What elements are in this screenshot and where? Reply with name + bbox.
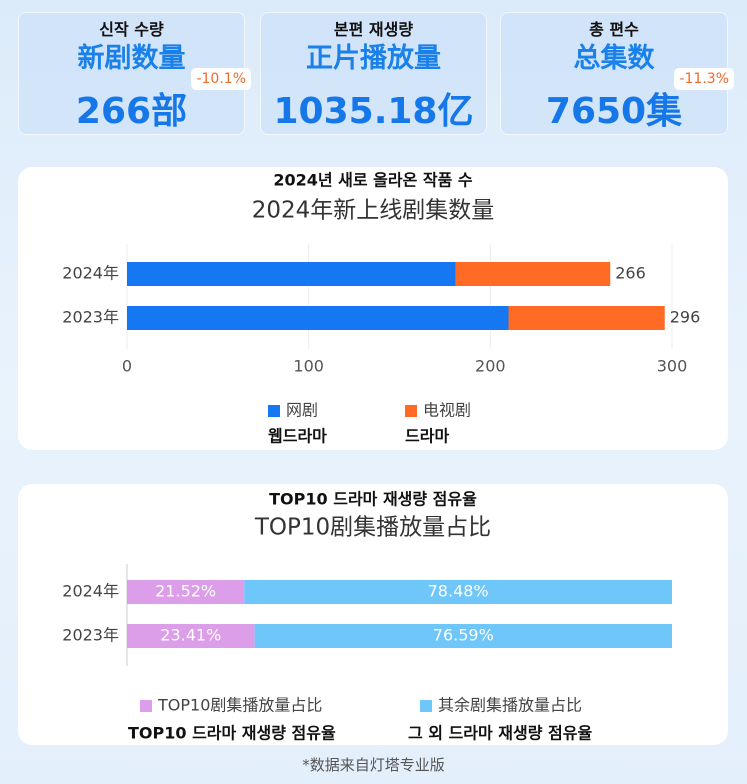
legend-label: 电视剧 (423, 401, 471, 420)
x-tick-label: 300 (657, 357, 688, 376)
bar-segment (127, 580, 245, 604)
x-tick-label: 200 (475, 357, 506, 376)
card-value: 266部 (75, 91, 188, 132)
chart-title-ko: 2024년 새로 올라온 작품 수 (273, 171, 473, 190)
y-tick-label: 2024年 (62, 264, 119, 283)
legend-swatch (405, 405, 417, 417)
legend-swatch (140, 700, 152, 712)
card-title: 正片播放量 (306, 43, 441, 74)
bar-segment (508, 306, 665, 330)
legend-label: 网剧 (286, 401, 318, 420)
legend-label: 其余剧集播放量占比 (438, 696, 582, 715)
total-label: 296 (670, 308, 701, 327)
chart-panel (18, 484, 728, 745)
legend-swatch (420, 700, 432, 712)
card-title: 新剧数量 (77, 43, 186, 74)
legend-translation: TOP10 드라마 재생량 점유율 (128, 724, 336, 743)
legend-swatch (268, 405, 280, 417)
card-label: 본편 재생량 (333, 20, 414, 39)
kpi-card: 본편 재생량 正片播放量 1035.18亿 (260, 12, 487, 135)
bar-segment (254, 624, 672, 648)
y-tick-label: 2024年 (62, 582, 119, 601)
x-tick-label: 0 (122, 357, 132, 376)
bar-segment (244, 580, 672, 604)
card-label: 신작 수량 (99, 20, 164, 39)
legend-translation: 웹드라마 (268, 427, 327, 446)
bar-segment (455, 262, 611, 286)
legend-translation: 그 외 드라마 재생량 점유율 (408, 724, 592, 743)
card-change: -10.1% (191, 68, 251, 90)
chart-title: 2024年新上线剧集数量 (252, 198, 495, 224)
chart-title: TOP10剧集播放量占比 (254, 515, 491, 541)
bar-segment (127, 624, 255, 648)
value-label: 21.52% (155, 582, 216, 601)
total-label: 266 (615, 264, 646, 283)
legend-label: TOP10剧集播放量占比 (157, 696, 322, 715)
kpi-card: 신작 수량 新剧数量 266部 -10.1% (18, 12, 251, 135)
chart-title-ko: TOP10 드라마 재생량 점유율 (269, 490, 477, 509)
value-label: 23.41% (160, 626, 221, 645)
y-tick-label: 2023年 (62, 626, 119, 645)
card-change: -11.3% (674, 68, 734, 90)
value-label: 78.48% (428, 582, 489, 601)
card-label: 총 편수 (589, 20, 639, 39)
kpi-card: 총 편수 总集数 7650集 -11.3% (500, 12, 734, 135)
bar-segment (127, 262, 456, 286)
card-value: 7650集 (545, 91, 683, 132)
value-label: 76.59% (433, 626, 494, 645)
footnote: *数据来自灯塔专业版 (302, 756, 445, 774)
x-tick-label: 100 (293, 357, 324, 376)
card-value: 1035.18亿 (273, 91, 474, 132)
bar-segment (127, 306, 509, 330)
card-title: 总集数 (573, 43, 655, 74)
y-tick-label: 2023年 (62, 308, 119, 327)
legend-translation: 드라마 (405, 427, 449, 446)
